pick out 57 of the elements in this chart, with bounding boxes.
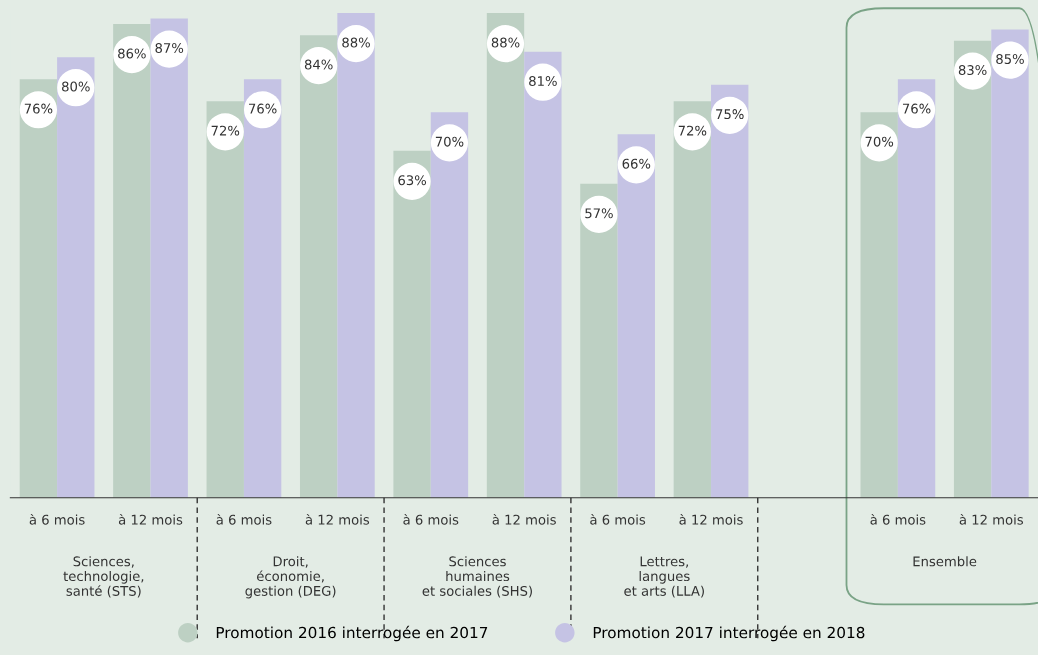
text: Sciences humaines et sociales (SHS) (422, 556, 532, 598)
data-label: 70% (435, 136, 464, 147)
legend-label: Promotion 2017 interrogée en 2018 (593, 625, 865, 642)
bar (953, 40, 992, 498)
x-tick-label: à 12 mois (679, 513, 743, 525)
data-label: 84% (304, 59, 333, 70)
bar (113, 24, 151, 498)
x-tick-label: à 12 mois (305, 513, 370, 525)
bar (57, 57, 95, 498)
data-label: 76% (24, 103, 53, 114)
data-label: 76% (249, 103, 277, 114)
bar (150, 18, 188, 498)
bar (393, 150, 431, 498)
data-label: 57% (585, 208, 613, 219)
bar (19, 79, 58, 498)
text: Sciences, technologie, santé (STS) (63, 556, 144, 598)
bar (486, 13, 525, 498)
data-label: 83% (958, 65, 987, 76)
data-label: 72% (211, 125, 240, 136)
bar (711, 84, 749, 498)
text: Droit, économie, gestion (DEG) (245, 556, 336, 599)
x-tick-label: à 12 mois (492, 513, 556, 525)
bar (860, 112, 898, 498)
x-tick-label: à 12 mois (118, 513, 183, 525)
data-label: 87% (155, 43, 184, 53)
legend-label: Promotion 2016 interrogée en 2017 (216, 625, 488, 642)
data-label: 86% (118, 48, 146, 59)
x-tick-label: à 6 mois (870, 513, 926, 525)
x-tick-label: à 6 mois (590, 513, 646, 525)
x-tick-label: à 6 mois (216, 513, 272, 525)
bar (299, 35, 338, 498)
text: Ensemble (913, 556, 977, 567)
text: Lettres, langues et arts (LLA) (624, 556, 704, 598)
data-label: 88% (342, 37, 370, 48)
bar (617, 134, 655, 498)
data-label: 80% (62, 81, 90, 92)
bar (897, 79, 936, 498)
x-tick-label: à 6 mois (403, 513, 459, 525)
bar (430, 112, 469, 498)
bar (524, 51, 562, 498)
bar (580, 183, 618, 498)
bar (673, 101, 712, 498)
data-label: 76% (902, 103, 931, 114)
data-label: 66% (622, 158, 651, 169)
x-tick-label: à 6 mois (29, 513, 85, 525)
x-tick-label: à 12 mois (959, 513, 1024, 525)
data-label: 72% (678, 125, 707, 136)
data-label: 75% (716, 109, 744, 120)
data-label: 88% (491, 37, 520, 48)
bar (243, 79, 282, 498)
bar (206, 101, 244, 498)
data-label: 63% (398, 175, 427, 186)
data-label: 81% (529, 76, 557, 87)
data-label: 70% (865, 136, 894, 147)
bar (337, 13, 375, 498)
data-label: 85% (996, 54, 1024, 65)
bar (991, 29, 1029, 498)
